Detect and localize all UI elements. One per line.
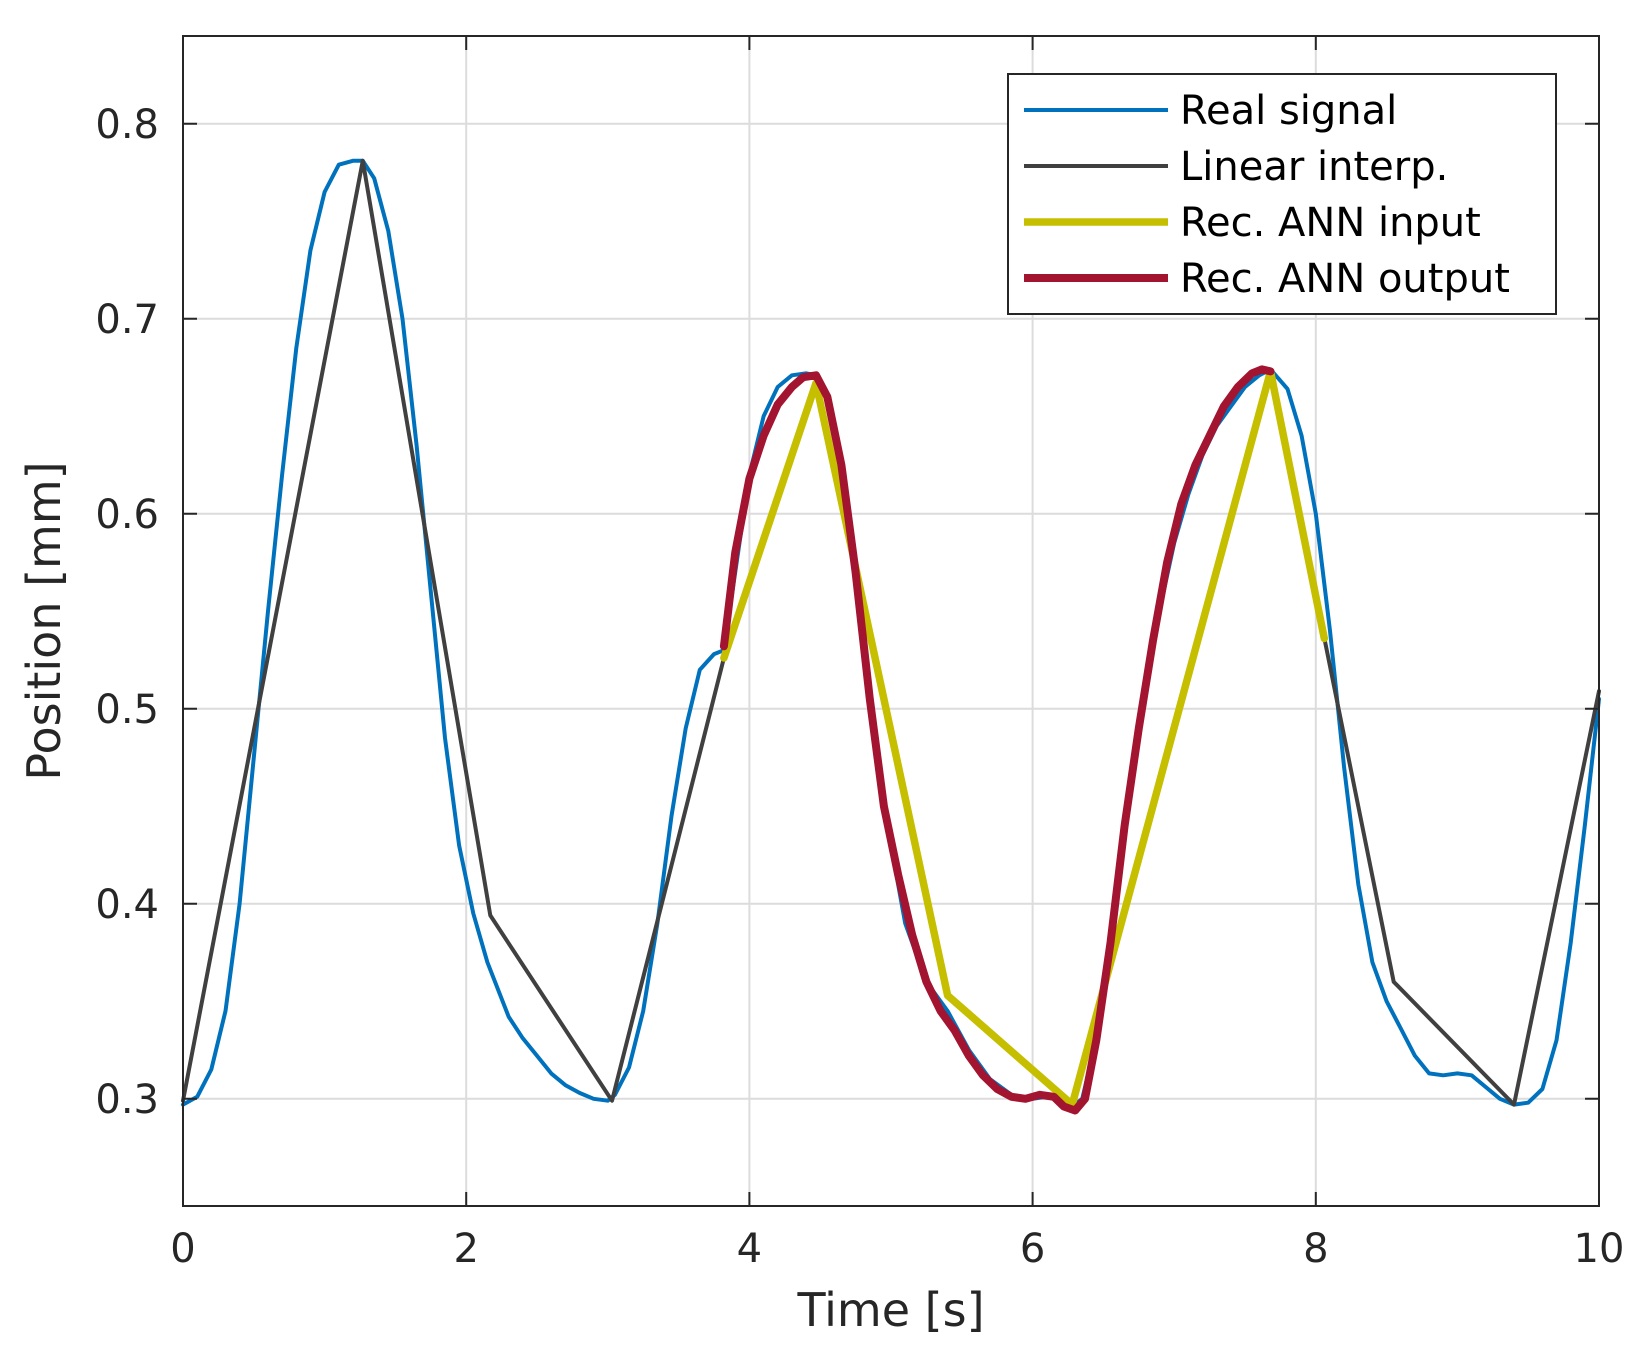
legend-label: Rec. ANN output: [1180, 256, 1510, 302]
y-tick-label: 0.5: [95, 687, 159, 733]
grid: [182, 36, 1600, 1206]
y-tick-label: 0.7: [95, 297, 159, 343]
y-tick-label: 0.8: [95, 102, 159, 148]
axis-ticks: [182, 36, 1600, 1206]
legend: Real signal Linear interp. Rec. ANN input R…: [1007, 73, 1557, 315]
x-tick-label: 6: [1020, 1226, 1045, 1272]
legend-label: Real signal: [1180, 88, 1397, 134]
y-tick-label: 0.4: [95, 882, 159, 928]
y-tick-label: 0.3: [95, 1077, 159, 1123]
x-tick-label: 8: [1303, 1226, 1328, 1272]
tick-labels: 0 2 4 6 8 10 0.3 0.4 0.5 0.6 0.7 0.8: [95, 102, 1624, 1272]
legend-label: Linear interp.: [1180, 144, 1448, 190]
plot-area-frame: [182, 35, 1600, 1207]
legend-label: Rec. ANN input: [1180, 200, 1481, 246]
y-tick-label: 0.6: [95, 492, 159, 538]
y-axis-title: Position [mm]: [17, 461, 71, 780]
x-axis-title: Time [s]: [796, 1283, 984, 1337]
series-layer: [181, 158, 1601, 1115]
x-tick-label: 2: [453, 1226, 478, 1272]
series-line-rec-ann-input: [720, 367, 1329, 1109]
x-tick-label: 4: [737, 1226, 762, 1272]
x-tick-label: 10: [1574, 1226, 1625, 1272]
series-line-rec-ann-output: [719, 365, 1275, 1115]
x-tick-label: 0: [170, 1226, 195, 1272]
